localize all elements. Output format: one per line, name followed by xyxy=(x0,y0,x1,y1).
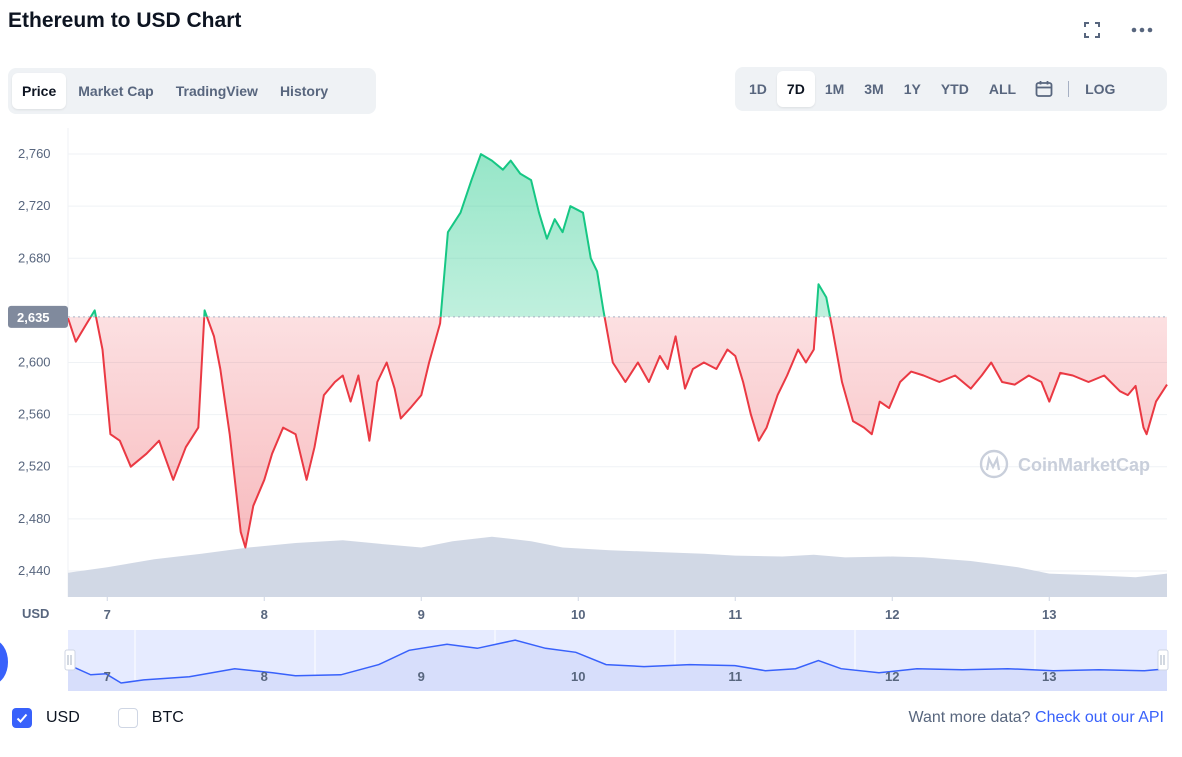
navigator-tick-label: 12 xyxy=(885,669,899,684)
x-tick-label: 13 xyxy=(1042,607,1056,622)
price-line xyxy=(67,153,1168,549)
currency-axis-label: USD xyxy=(22,606,49,621)
watermark: CoinMarketCap xyxy=(979,449,1150,479)
legend-usd-label: USD xyxy=(46,709,80,726)
watermark-text: CoinMarketCap xyxy=(1018,455,1150,475)
price-line-down xyxy=(67,316,1168,549)
range-divider xyxy=(1068,81,1070,97)
y-tick-label: 2,480 xyxy=(18,511,51,526)
range-1m[interactable]: 1M xyxy=(824,81,845,97)
tab-history[interactable]: History xyxy=(279,83,329,99)
reference-price-label: 2,635 xyxy=(17,310,50,325)
usd-checkbox[interactable] xyxy=(12,708,32,728)
legend-btc[interactable]: BTC xyxy=(117,708,184,728)
expand-icon[interactable] xyxy=(1080,18,1104,42)
check-icon xyxy=(16,713,28,723)
range-1d[interactable]: 1D xyxy=(749,81,767,97)
more-icon[interactable] xyxy=(1130,18,1154,42)
price-line-up xyxy=(89,153,832,317)
navigator: 7 8 9 10 11 12 13 xyxy=(64,630,1169,691)
volume-shape xyxy=(68,536,1167,597)
price-chart[interactable]: 2,635 2,440 2,480 2,520 2,560 2,600 2,680 2,72… xyxy=(0,120,1182,695)
more-data: Want more data? Check out our API xyxy=(908,709,1164,727)
navigator-tick-label: 13 xyxy=(1042,669,1056,684)
x-tick-label: 10 xyxy=(571,607,585,622)
range-7d[interactable]: 7D xyxy=(776,71,815,107)
currency-legend: USD BTC xyxy=(12,708,222,728)
y-tick-label: 2,440 xyxy=(18,563,51,578)
navigator-tick-label: 9 xyxy=(418,669,425,684)
y-tick-label: 2,720 xyxy=(18,198,51,213)
navigator-tick-label: 10 xyxy=(571,669,585,684)
tab-tradingview[interactable]: TradingView xyxy=(175,83,258,99)
legend-usd[interactable]: USD xyxy=(12,708,80,728)
reference-line: 2,635 xyxy=(8,305,1167,328)
calendar-icon[interactable] xyxy=(1026,71,1062,107)
more-data-text: Want more data? xyxy=(908,709,1031,726)
volume-area xyxy=(68,536,1167,597)
reference-price-badge xyxy=(8,305,68,328)
x-tick-label: 7 xyxy=(104,607,111,622)
page-title: Ethereum to USD Chart xyxy=(8,9,242,32)
time-range-selector: 1D 7D 1M 3M 1Y YTD ALL LOG xyxy=(735,67,1167,111)
navigator-tick-label: 8 xyxy=(261,669,268,684)
y-axis-ticks: 2,440 2,480 2,520 2,560 2,600 2,680 2,720 2,760 xyxy=(18,146,51,578)
navigator-handle-left[interactable] xyxy=(64,649,76,671)
x-tick-label: 9 xyxy=(418,607,425,622)
price-area xyxy=(68,154,1167,548)
navigator-handle-right-grip xyxy=(1157,649,1169,671)
y-tick-label: 2,560 xyxy=(18,407,51,422)
legend-btc-label: BTC xyxy=(151,709,184,726)
api-link[interactable]: Check out our API xyxy=(1035,709,1164,726)
x-axis-ticks: USD 7 8 9 10 11 12 13 xyxy=(22,597,1056,622)
range-all[interactable]: ALL xyxy=(988,81,1017,97)
range-1y[interactable]: 1Y xyxy=(903,81,921,97)
range-3m[interactable]: 3M xyxy=(864,81,884,97)
btc-checkbox[interactable] xyxy=(117,708,138,728)
y-tick-label: 2,600 xyxy=(18,355,51,370)
chart-view-tabs: Price Market Cap TradingView History xyxy=(8,68,376,114)
navigator-handle-right[interactable] xyxy=(1157,649,1169,671)
tab-market-cap[interactable]: Market Cap xyxy=(78,83,154,99)
navigator-tick-label: 11 xyxy=(728,669,742,684)
tab-price[interactable]: Price xyxy=(12,73,67,109)
y-tick-label: 2,680 xyxy=(18,250,51,265)
y-tick-label: 2,520 xyxy=(18,459,51,474)
navigator-tick-label: 7 xyxy=(104,669,111,684)
x-tick-label: 11 xyxy=(728,607,742,622)
range-ytd[interactable]: YTD xyxy=(940,81,969,97)
y-tick-label: 2,760 xyxy=(18,146,51,161)
navigator-line xyxy=(67,639,1168,684)
area-below-reference xyxy=(68,316,1167,548)
left-decoration xyxy=(0,640,8,684)
navigator-handle-left-grip xyxy=(64,649,76,671)
x-tick-label: 8 xyxy=(261,607,268,622)
log-scale-toggle[interactable]: LOG xyxy=(1085,81,1116,97)
x-tick-label: 12 xyxy=(885,607,899,622)
